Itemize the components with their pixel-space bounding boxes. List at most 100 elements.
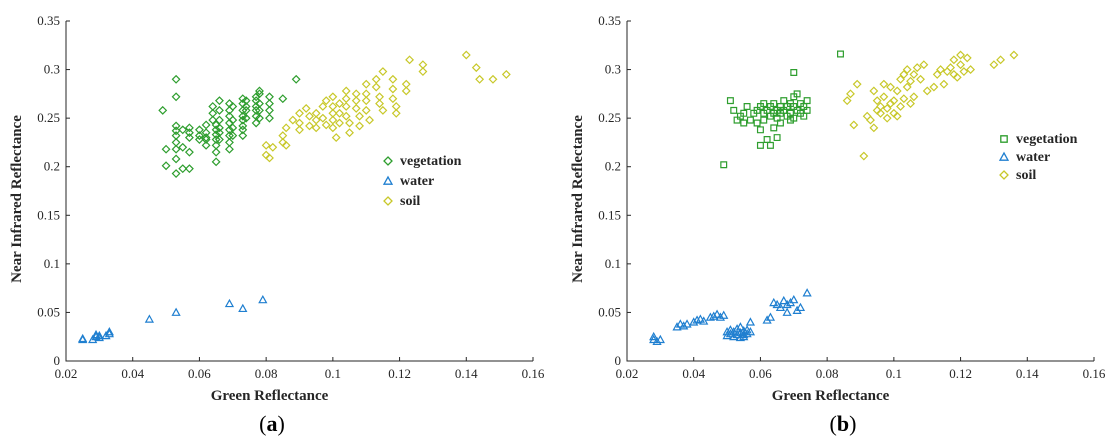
y-tick-label: 0.35 [598,13,621,28]
data-point-soil [946,63,956,73]
legend-label-water: water [1016,150,1050,165]
data-point-vegetation [214,123,224,133]
x-tick-label: 0.14 [1016,366,1039,381]
data-point-water [692,315,702,324]
data-point-soil [378,67,388,76]
data-point-vegetation [837,50,844,58]
legend-label-soil: soil [400,194,420,209]
data-point-soil [335,118,344,128]
data-point-water [742,325,752,334]
data-point-soil [1009,50,1019,60]
data-point-vegetation [211,157,221,167]
data-point-vegetation [753,119,761,127]
data-point-soil [388,84,398,94]
data-point-vegetation [760,116,768,124]
data-point-soil [902,82,912,92]
panel-label-b: (b) [830,411,857,436]
data-point-soil [375,99,385,109]
legend-marker-soil [999,170,1009,180]
data-point-water [258,294,268,304]
data-point-soil [268,142,278,152]
data-point-vegetation [225,125,234,135]
x-tick-label: 0.12 [388,366,411,381]
data-point-soil [471,63,481,73]
data-point-soil [906,76,915,86]
data-point-soil [949,55,959,65]
data-point-soil [501,69,511,79]
series-soil [261,50,511,163]
data-point-water [94,332,104,342]
data-point-soil [966,65,976,75]
data-point-vegetation [720,161,728,169]
data-point-soil [952,72,962,82]
data-point-soil [328,92,338,102]
data-point-water [94,330,104,340]
series-water [649,288,812,346]
data-point-soil [869,123,879,133]
y-axis-title: Near Infrared Reflectance [9,115,25,283]
data-point-water [719,310,729,319]
series-soil [842,50,1019,161]
data-point-vegetation [228,131,238,141]
data-point-soil [295,108,304,118]
data-point-vegetation [201,120,211,130]
data-point-water [679,321,689,330]
y-tick-label: 0.3 [605,62,621,77]
data-point-water [795,302,806,312]
data-point-vegetation [241,96,251,106]
data-point-water [224,298,235,308]
data-point-vegetation [158,105,168,115]
legend-marker-water [382,175,394,185]
series-vegetation [720,50,844,169]
data-point-water [722,330,732,340]
data-point-water [769,297,779,307]
data-point-water [715,312,726,321]
data-point-soil [909,92,919,102]
legend-label-vegetation: vegetation [400,154,462,169]
data-point-soil [886,99,895,109]
data-point-vegetation [790,103,798,110]
data-point-vegetation [184,133,194,143]
data-point-vegetation [743,103,751,110]
data-point-vegetation [178,142,188,152]
y-tick-label: 0.05 [598,304,621,319]
data-point-soil [892,111,902,121]
data-point-vegetation [803,97,811,105]
data-point-vegetation [770,100,778,108]
y-tick-label: 0.1 [44,256,60,271]
y-tick-label: 0.1 [605,256,621,271]
y-tick-label: 0 [615,353,622,368]
data-point-soil [872,96,882,106]
data-point-vegetation [746,116,754,124]
legend-marker-soil [383,196,393,206]
data-point-soil [391,108,401,118]
data-point-vegetation [171,126,181,136]
data-point-vegetation [756,141,764,149]
data-point-water [144,314,155,323]
data-point-soil [418,67,428,76]
data-point-soil [488,74,498,84]
data-point-soil [318,113,328,123]
data-point-water [782,307,792,316]
data-point-vegetation [171,92,181,102]
data-point-soil [475,74,485,84]
data-point-soil [929,82,939,92]
data-point-soil [365,115,374,125]
data-point-soil [866,115,875,125]
x-tick-label: 0.16 [1083,366,1106,381]
data-point-soil [371,82,381,92]
data-point-soil [956,60,966,70]
data-point-soil [371,74,381,84]
data-point-vegetation [225,144,234,154]
data-point-soil [889,96,899,106]
data-point-soil [461,50,471,60]
data-point-soil [902,65,912,75]
data-point-soil [341,111,351,121]
data-point-soil [378,105,388,115]
x-tick-label: 0.04 [682,366,705,381]
data-point-soil [936,65,946,75]
data-point-vegetation [265,113,274,123]
data-point-soil [846,89,855,99]
data-point-water [782,299,792,309]
data-point-water [742,328,752,338]
